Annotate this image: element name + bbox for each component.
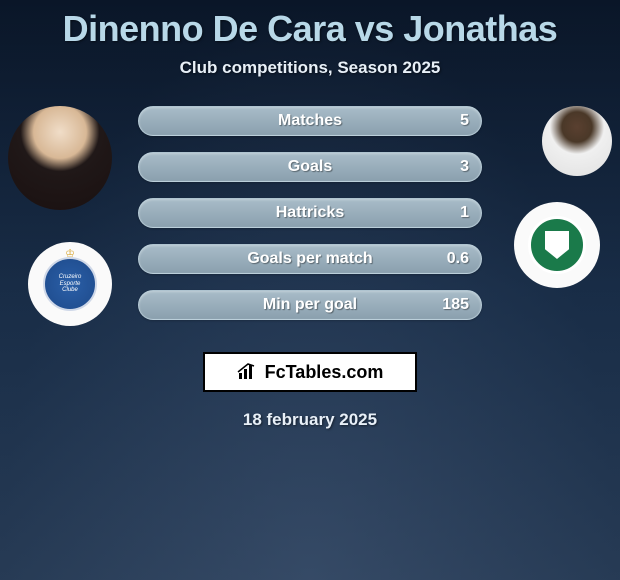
stat-row: Min per goal 185 <box>138 290 482 320</box>
stat-label: Matches <box>278 112 342 130</box>
club-badge-left: ♔ CruzeiroEsporteClube <box>28 242 112 326</box>
brand-box: FcTables.com <box>203 352 417 392</box>
stat-row: Matches 5 <box>138 106 482 136</box>
stat-value-right: 3 <box>460 158 469 176</box>
stat-value-right: 1 <box>460 204 469 222</box>
stat-label: Goals <box>288 158 332 176</box>
stat-rows: Matches 5 Goals 3 Hattricks 1 Goals per … <box>138 106 482 336</box>
player-left-avatar <box>8 106 112 210</box>
stat-row: Hattricks 1 <box>138 198 482 228</box>
stat-label: Goals per match <box>247 250 372 268</box>
stat-label: Min per goal <box>263 296 357 314</box>
stat-label: Hattricks <box>276 204 344 222</box>
stats-area: ♔ CruzeiroEsporteClube Matches 5 Goals 3 <box>0 106 620 346</box>
stat-value-right: 5 <box>460 112 469 130</box>
stat-row: Goals per match 0.6 <box>138 244 482 274</box>
club-badge-left-text: CruzeiroEsporteClube <box>59 274 82 294</box>
bar-chart-icon <box>237 363 259 381</box>
crown-icon: ♔ <box>65 247 75 260</box>
shield-icon <box>545 231 569 259</box>
club-badge-right <box>514 202 600 288</box>
comparison-title: Dinenno De Cara vs Jonathas <box>0 0 620 50</box>
stat-value-right: 185 <box>442 296 469 314</box>
comparison-date: 18 february 2025 <box>0 410 620 430</box>
brand-label: FcTables.com <box>265 362 384 383</box>
comparison-subtitle: Club competitions, Season 2025 <box>0 58 620 78</box>
stat-value-right: 0.6 <box>447 250 469 268</box>
player-right-avatar <box>542 106 612 176</box>
stat-row: Goals 3 <box>138 152 482 182</box>
